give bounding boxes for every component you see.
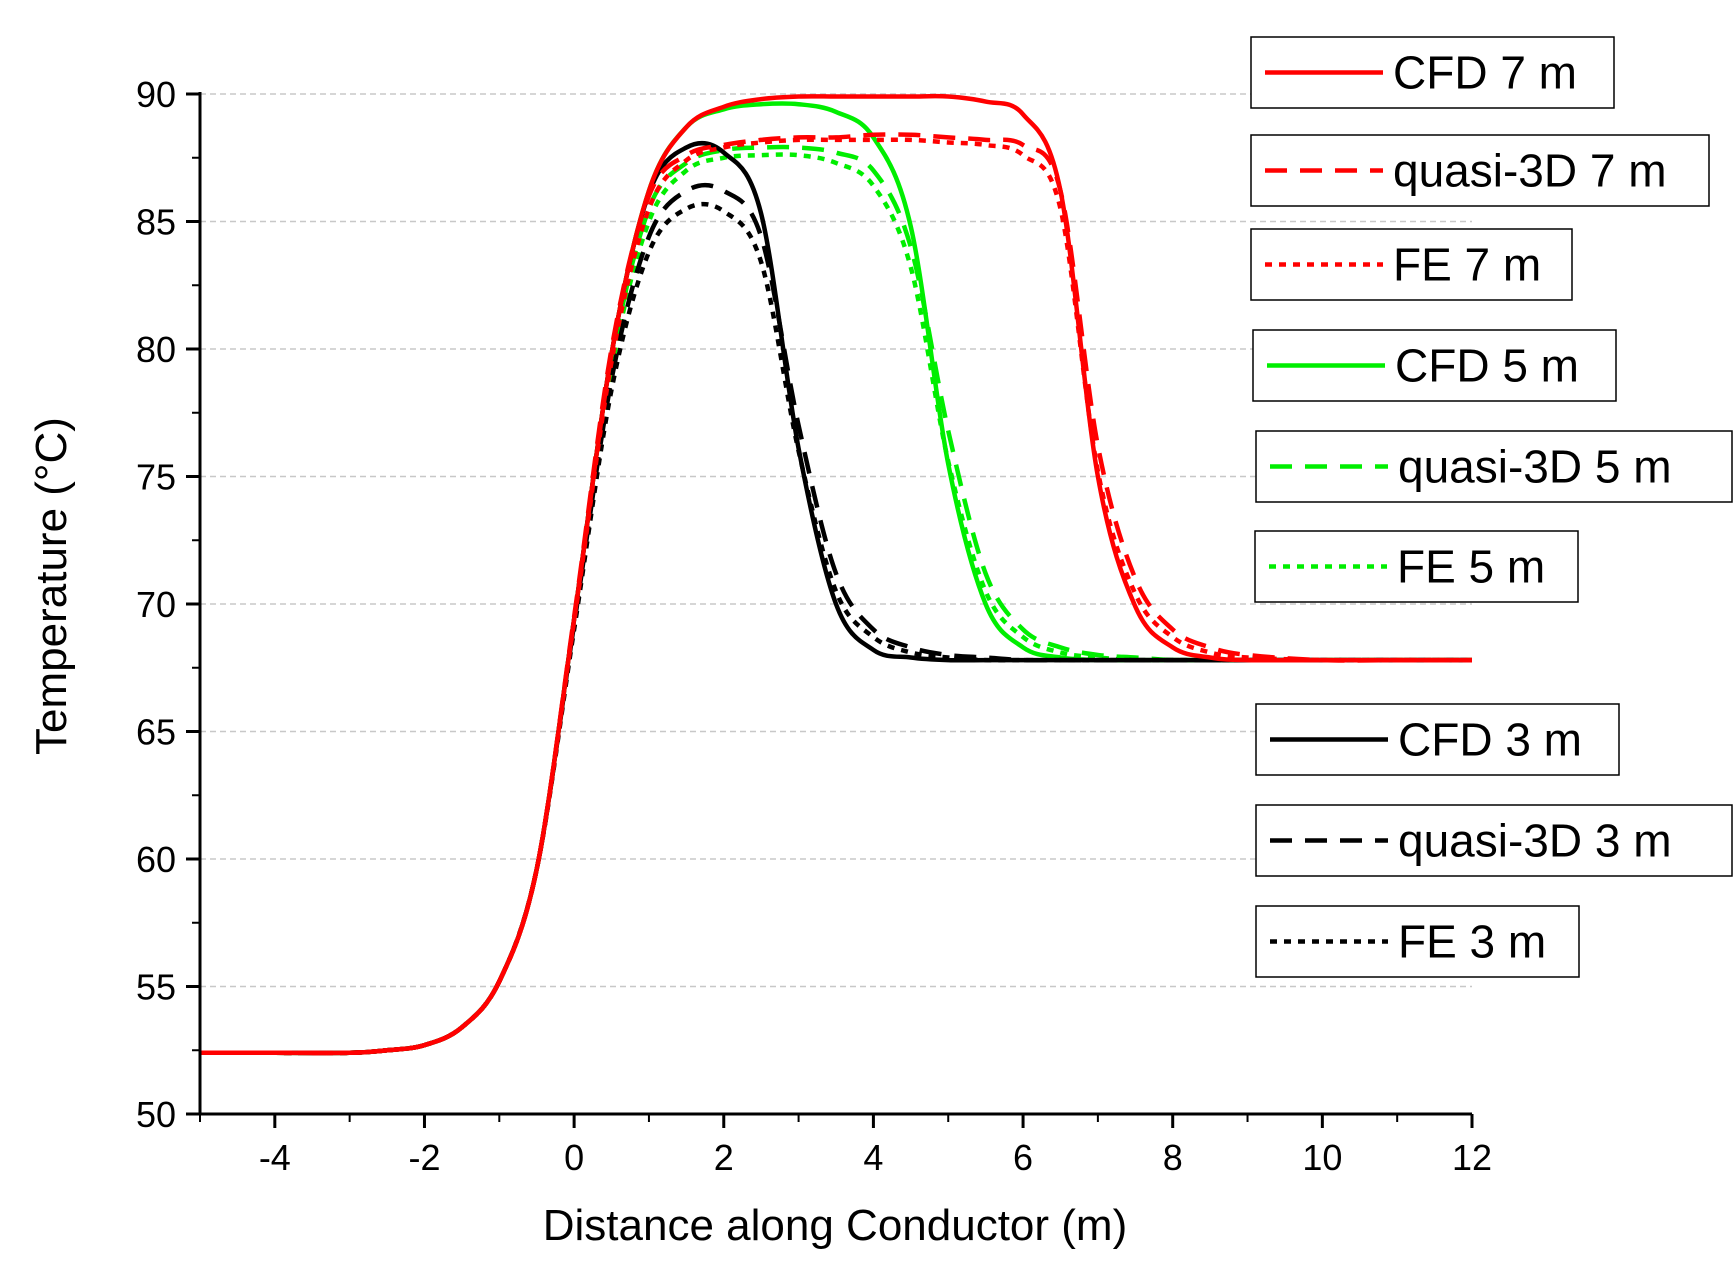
legend: CFD 7 m quasi-3D 7 m FE 7 m CFD 5 m quasi-3D… [1250, 36, 1733, 978]
y-tick-label: 55 [136, 967, 176, 1008]
legend-item: CFD 5 m [1252, 329, 1617, 402]
legend-item: CFD 3 m [1255, 703, 1620, 776]
y-tick-label: 80 [136, 329, 176, 370]
x-tick-label: 0 [564, 1137, 584, 1178]
legend-label: FE 3 m [1398, 916, 1546, 968]
legend-label: CFD 7 m [1393, 47, 1577, 99]
x-tick-label: 12 [1452, 1137, 1492, 1178]
x-tick-label: 6 [1013, 1137, 1033, 1178]
y-tick-label: 65 [136, 712, 176, 753]
x-tick-label: -4 [259, 1137, 291, 1178]
legend-label: FE 7 m [1393, 239, 1541, 291]
legend-item: CFD 7 m [1250, 36, 1615, 109]
legend-box [1250, 228, 1573, 301]
series-line-fe-7-m [200, 137, 1472, 1056]
x-tick-label: 4 [863, 1137, 883, 1178]
legend-item: quasi-3D 3 m [1255, 804, 1733, 877]
series-layer [200, 93, 1472, 1056]
legend-box [1255, 430, 1733, 503]
legend-label: CFD 3 m [1398, 714, 1582, 766]
y-tick-label: 50 [136, 1094, 176, 1135]
legend-label: quasi-3D 3 m [1398, 815, 1672, 867]
legend-item: FE 7 m [1250, 228, 1573, 301]
y-tick-label: 70 [136, 584, 176, 625]
legend-item: quasi-3D 7 m [1250, 134, 1710, 207]
legend-item: FE 3 m [1255, 905, 1580, 978]
y-tick-label: 85 [136, 202, 176, 243]
legend-item: quasi-3D 5 m [1255, 430, 1733, 503]
x-tick-label: -2 [408, 1137, 440, 1178]
legend-label: CFD 5 m [1395, 340, 1579, 392]
x-tick-label: 10 [1302, 1137, 1342, 1178]
legend-box [1255, 804, 1733, 877]
y-axis-title: Temperature (°C) [27, 417, 76, 755]
y-tick-label: 90 [136, 74, 176, 115]
legend-box [1255, 905, 1580, 978]
legend-box [1250, 134, 1710, 207]
legend-box [1254, 530, 1579, 603]
legend-item: FE 5 m [1254, 530, 1579, 603]
x-tick-label: 2 [714, 1137, 734, 1178]
legend-label: quasi-3D 7 m [1393, 145, 1667, 197]
legend-label: FE 5 m [1397, 541, 1545, 593]
series-line-fe-3-m [200, 201, 1472, 1056]
y-tick-label: 75 [136, 457, 176, 498]
y-tick-label: 60 [136, 839, 176, 880]
x-tick-label: 8 [1163, 1137, 1183, 1178]
legend-label: quasi-3D 5 m [1398, 441, 1672, 493]
x-axis-title: Distance along Conductor (m) [543, 1201, 1127, 1250]
ticks: 50 55 60 65 70 75 80 85 90 -4 -2 0 2 4 6 8 10 12 [136, 74, 1492, 1178]
